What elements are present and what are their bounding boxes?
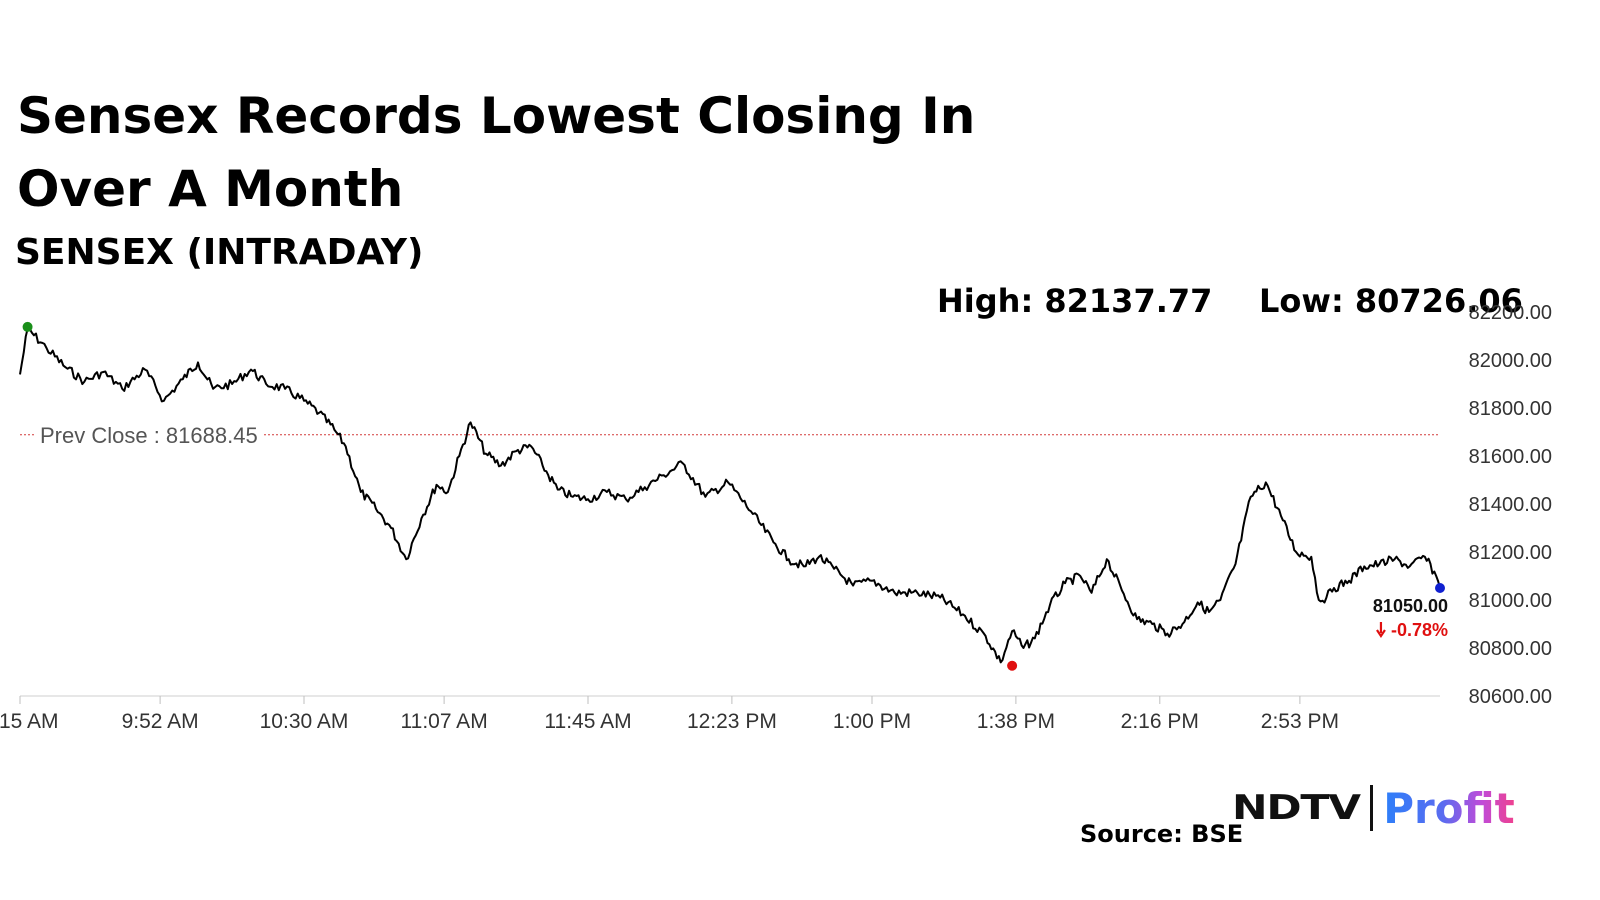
headline: Sensex Records Lowest Closing In Over A …: [17, 87, 976, 218]
y-tick-label: 81000.00: [1469, 590, 1552, 612]
y-tick-label: 81200.00: [1469, 542, 1552, 564]
close-marker: [1435, 583, 1445, 593]
x-tick-label: 1:00 PM: [833, 710, 911, 733]
x-tick-label: 2:16 PM: [1121, 710, 1199, 733]
change-label: -0.78%: [1391, 620, 1448, 640]
y-tick-label: 81600.00: [1469, 446, 1552, 468]
sensex-series-line: [19, 327, 1441, 664]
chart-subtitle: SENSEX (INTRADAY): [15, 232, 424, 273]
day-low-marker: [1007, 660, 1018, 671]
x-tick-label: 2:53 PM: [1261, 710, 1339, 733]
y-tick-label: 80600.00: [1469, 686, 1552, 708]
day-low-stat: Low: 80726.06: [1259, 282, 1523, 320]
prev-close-layer: Prev Close : 81688.45: [20, 420, 1440, 450]
logo-divider: [1370, 785, 1374, 831]
markers-layer: 81050.00 -0.78%: [22, 321, 1448, 671]
last-value-label: 81050.00: [1373, 596, 1448, 616]
logo-profit: Profit: [1383, 783, 1515, 833]
x-tick-label: 9:15 AM: [0, 710, 59, 733]
y-tick-label: 82200.00: [1469, 302, 1552, 324]
source-note: Source: BSE: [1080, 820, 1244, 848]
y-tick-label: 81400.00: [1469, 494, 1552, 516]
down-arrow-icon: [1376, 622, 1386, 638]
x-tick-label: 1:38 PM: [977, 710, 1055, 733]
y-tick-label: 81800.00: [1469, 398, 1552, 420]
prev-close-label: Prev Close : 81688.45: [40, 423, 258, 448]
y-tick-label: 82000.00: [1469, 350, 1552, 372]
x-tick-label: 11:07 AM: [401, 710, 488, 733]
y-tick-label: 80800.00: [1469, 638, 1552, 660]
x-tick-label: 10:30 AM: [260, 710, 349, 733]
x-tick-label: 9:52 AM: [122, 710, 199, 733]
open-high-marker: [22, 321, 33, 332]
prev-close-label-bg: [34, 420, 264, 450]
ndtv-profit-logo: NDTV Profit: [1232, 780, 1515, 836]
x-tick-label: 12:23 PM: [687, 710, 777, 733]
x-tick-label: 11:45 AM: [544, 710, 631, 733]
day-high-stat: High: 82137.77: [937, 282, 1213, 320]
logo-ndtv: NDTV: [1232, 788, 1361, 828]
series-layer: [19, 327, 1441, 664]
chart-axes: 9:15 AM 9:52 AM 10:30 AM 11:07 AM 11:45 AM 12…: [0, 302, 1552, 733]
